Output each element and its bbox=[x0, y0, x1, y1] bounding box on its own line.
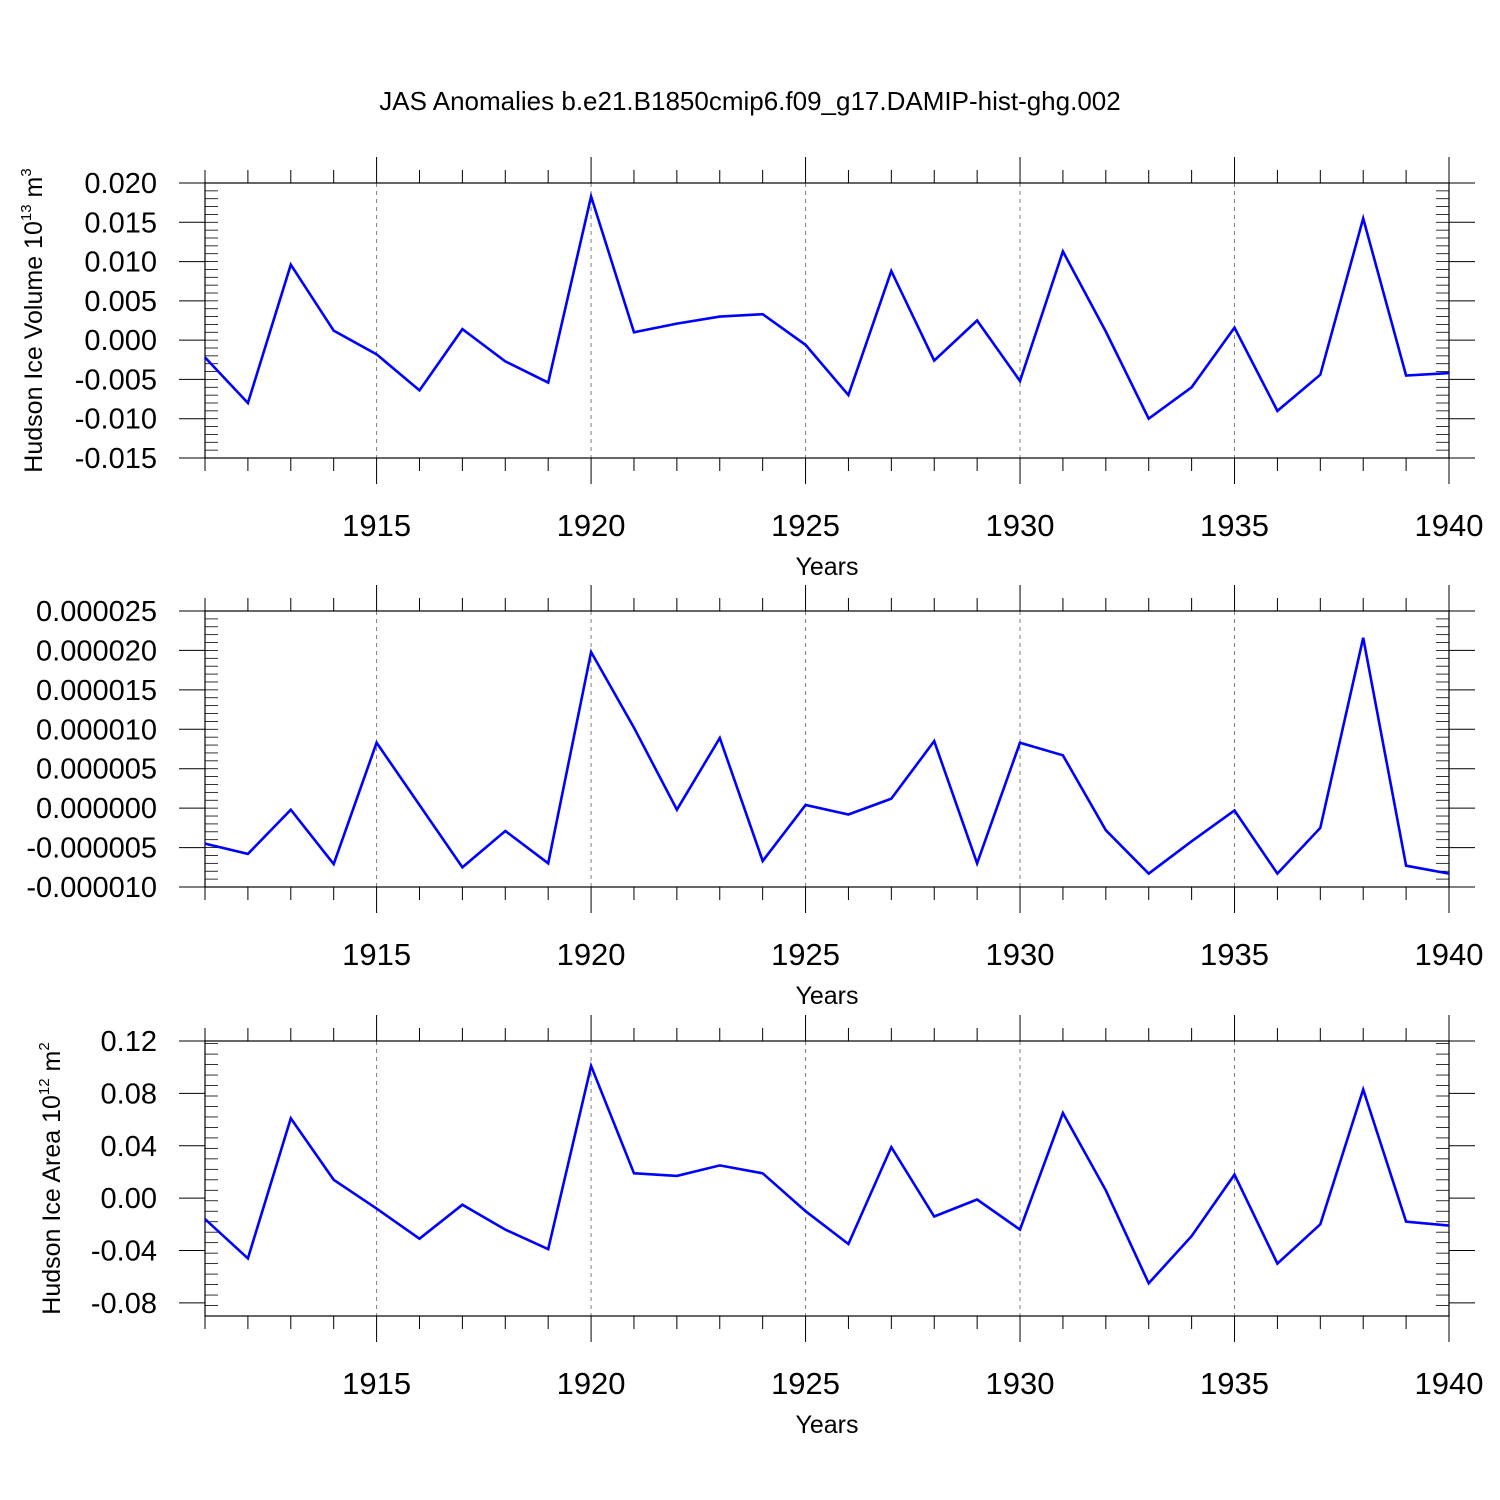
y-axis-label-part: m bbox=[38, 1051, 66, 1079]
x-tick-label: 1925 bbox=[771, 937, 840, 972]
y-tick-label: 0.000000 bbox=[36, 793, 157, 825]
x-tick-label: 1915 bbox=[342, 508, 411, 543]
panel-1: -0.015 -0.010 -0.005 0.000 0.005 0.010 0.015 0.… bbox=[18, 157, 1483, 581]
y-tick-label: 0.000015 bbox=[36, 675, 157, 707]
chart-title: JAS Anomalies b.e21.B1850cmip6.f09_g17.D… bbox=[379, 86, 1120, 116]
y-axis-label-part: Hudson Ice Area 10 bbox=[38, 1095, 66, 1315]
x-tick-label: 1915 bbox=[342, 1366, 411, 1401]
y-tick-label: 0.08 bbox=[101, 1078, 157, 1110]
x-tick-label: 1920 bbox=[557, 937, 626, 972]
y-axis-label: Hudson Ice Area 1012 m2 bbox=[36, 1042, 66, 1314]
plot-frame bbox=[204, 1040, 1450, 1317]
y-axis-label-part: Hudson Ice Volume 10 bbox=[20, 221, 48, 473]
y-tick-label: -0.005 bbox=[75, 364, 157, 396]
y-tick-label: 0.00 bbox=[101, 1183, 157, 1215]
y-tick-label: 0.000 bbox=[84, 325, 157, 357]
plot-frame bbox=[204, 610, 1450, 888]
y-tick-label: 0.000005 bbox=[36, 754, 157, 786]
y-tick-label: -0.08 bbox=[91, 1288, 157, 1320]
x-tick-label: 1915 bbox=[342, 937, 411, 972]
y-axis-label-part: 13 bbox=[18, 204, 35, 221]
y-tick-label: -0.015 bbox=[75, 443, 157, 475]
x-tick-label: 1925 bbox=[771, 1366, 840, 1401]
y-tick-label: 0.015 bbox=[84, 207, 157, 239]
plot-frame bbox=[204, 182, 1450, 459]
x-tick-label: 1935 bbox=[1200, 1366, 1269, 1401]
x-tick-label: 1925 bbox=[771, 508, 840, 543]
x-tick-label: 1940 bbox=[1415, 1366, 1484, 1401]
x-tick-label: 1930 bbox=[986, 937, 1055, 972]
series-line bbox=[204, 1061, 1450, 1286]
x-axis-label: Years bbox=[795, 553, 858, 581]
x-tick-label: 1920 bbox=[557, 508, 626, 543]
x-axis-label: Years bbox=[795, 1411, 858, 1439]
x-tick-label: 1935 bbox=[1200, 937, 1269, 972]
series-line bbox=[204, 191, 1450, 421]
y-tick-label: -0.000005 bbox=[26, 833, 157, 865]
panel-3: -0.08 -0.04 0.00 0.04 0.08 0.12 1915 1920 1925 19… bbox=[36, 1015, 1483, 1439]
panel-2: -0.000010 -0.000005 0.000000 0.000005 0.0000… bbox=[26, 585, 1483, 1010]
y-tick-label: 0.000025 bbox=[36, 596, 157, 628]
series-line bbox=[204, 637, 1450, 876]
y-tick-label: 0.005 bbox=[84, 286, 157, 318]
y-tick-label: 0.010 bbox=[84, 247, 157, 279]
y-tick-label: 0.000020 bbox=[36, 635, 157, 667]
y-axis-label: Hudson Ice Volume 1013 m3 bbox=[18, 168, 48, 472]
y-tick-label: 0.000010 bbox=[36, 714, 157, 746]
y-tick-label: -0.010 bbox=[75, 404, 157, 436]
y-tick-label: 0.020 bbox=[84, 168, 157, 200]
x-axis-label: Years bbox=[795, 982, 858, 1010]
x-tick-label: 1930 bbox=[986, 508, 1055, 543]
y-axis-label-part: 2 bbox=[36, 1042, 53, 1050]
x-tick-label: 1920 bbox=[557, 1366, 626, 1401]
y-axis-label-part: 12 bbox=[36, 1078, 53, 1095]
y-tick-label: 0.12 bbox=[101, 1026, 157, 1058]
y-tick-label: 0.04 bbox=[101, 1131, 157, 1163]
x-tick-label: 1940 bbox=[1415, 508, 1484, 543]
x-tick-label: 1930 bbox=[986, 1366, 1055, 1401]
y-axis-label-part: 3 bbox=[18, 168, 35, 176]
y-tick-label: -0.04 bbox=[91, 1236, 157, 1268]
x-tick-label: 1940 bbox=[1415, 937, 1484, 972]
x-tick-label: 1935 bbox=[1200, 508, 1269, 543]
y-axis-label-part: m bbox=[20, 177, 48, 205]
y-tick-label: -0.000010 bbox=[26, 872, 157, 904]
